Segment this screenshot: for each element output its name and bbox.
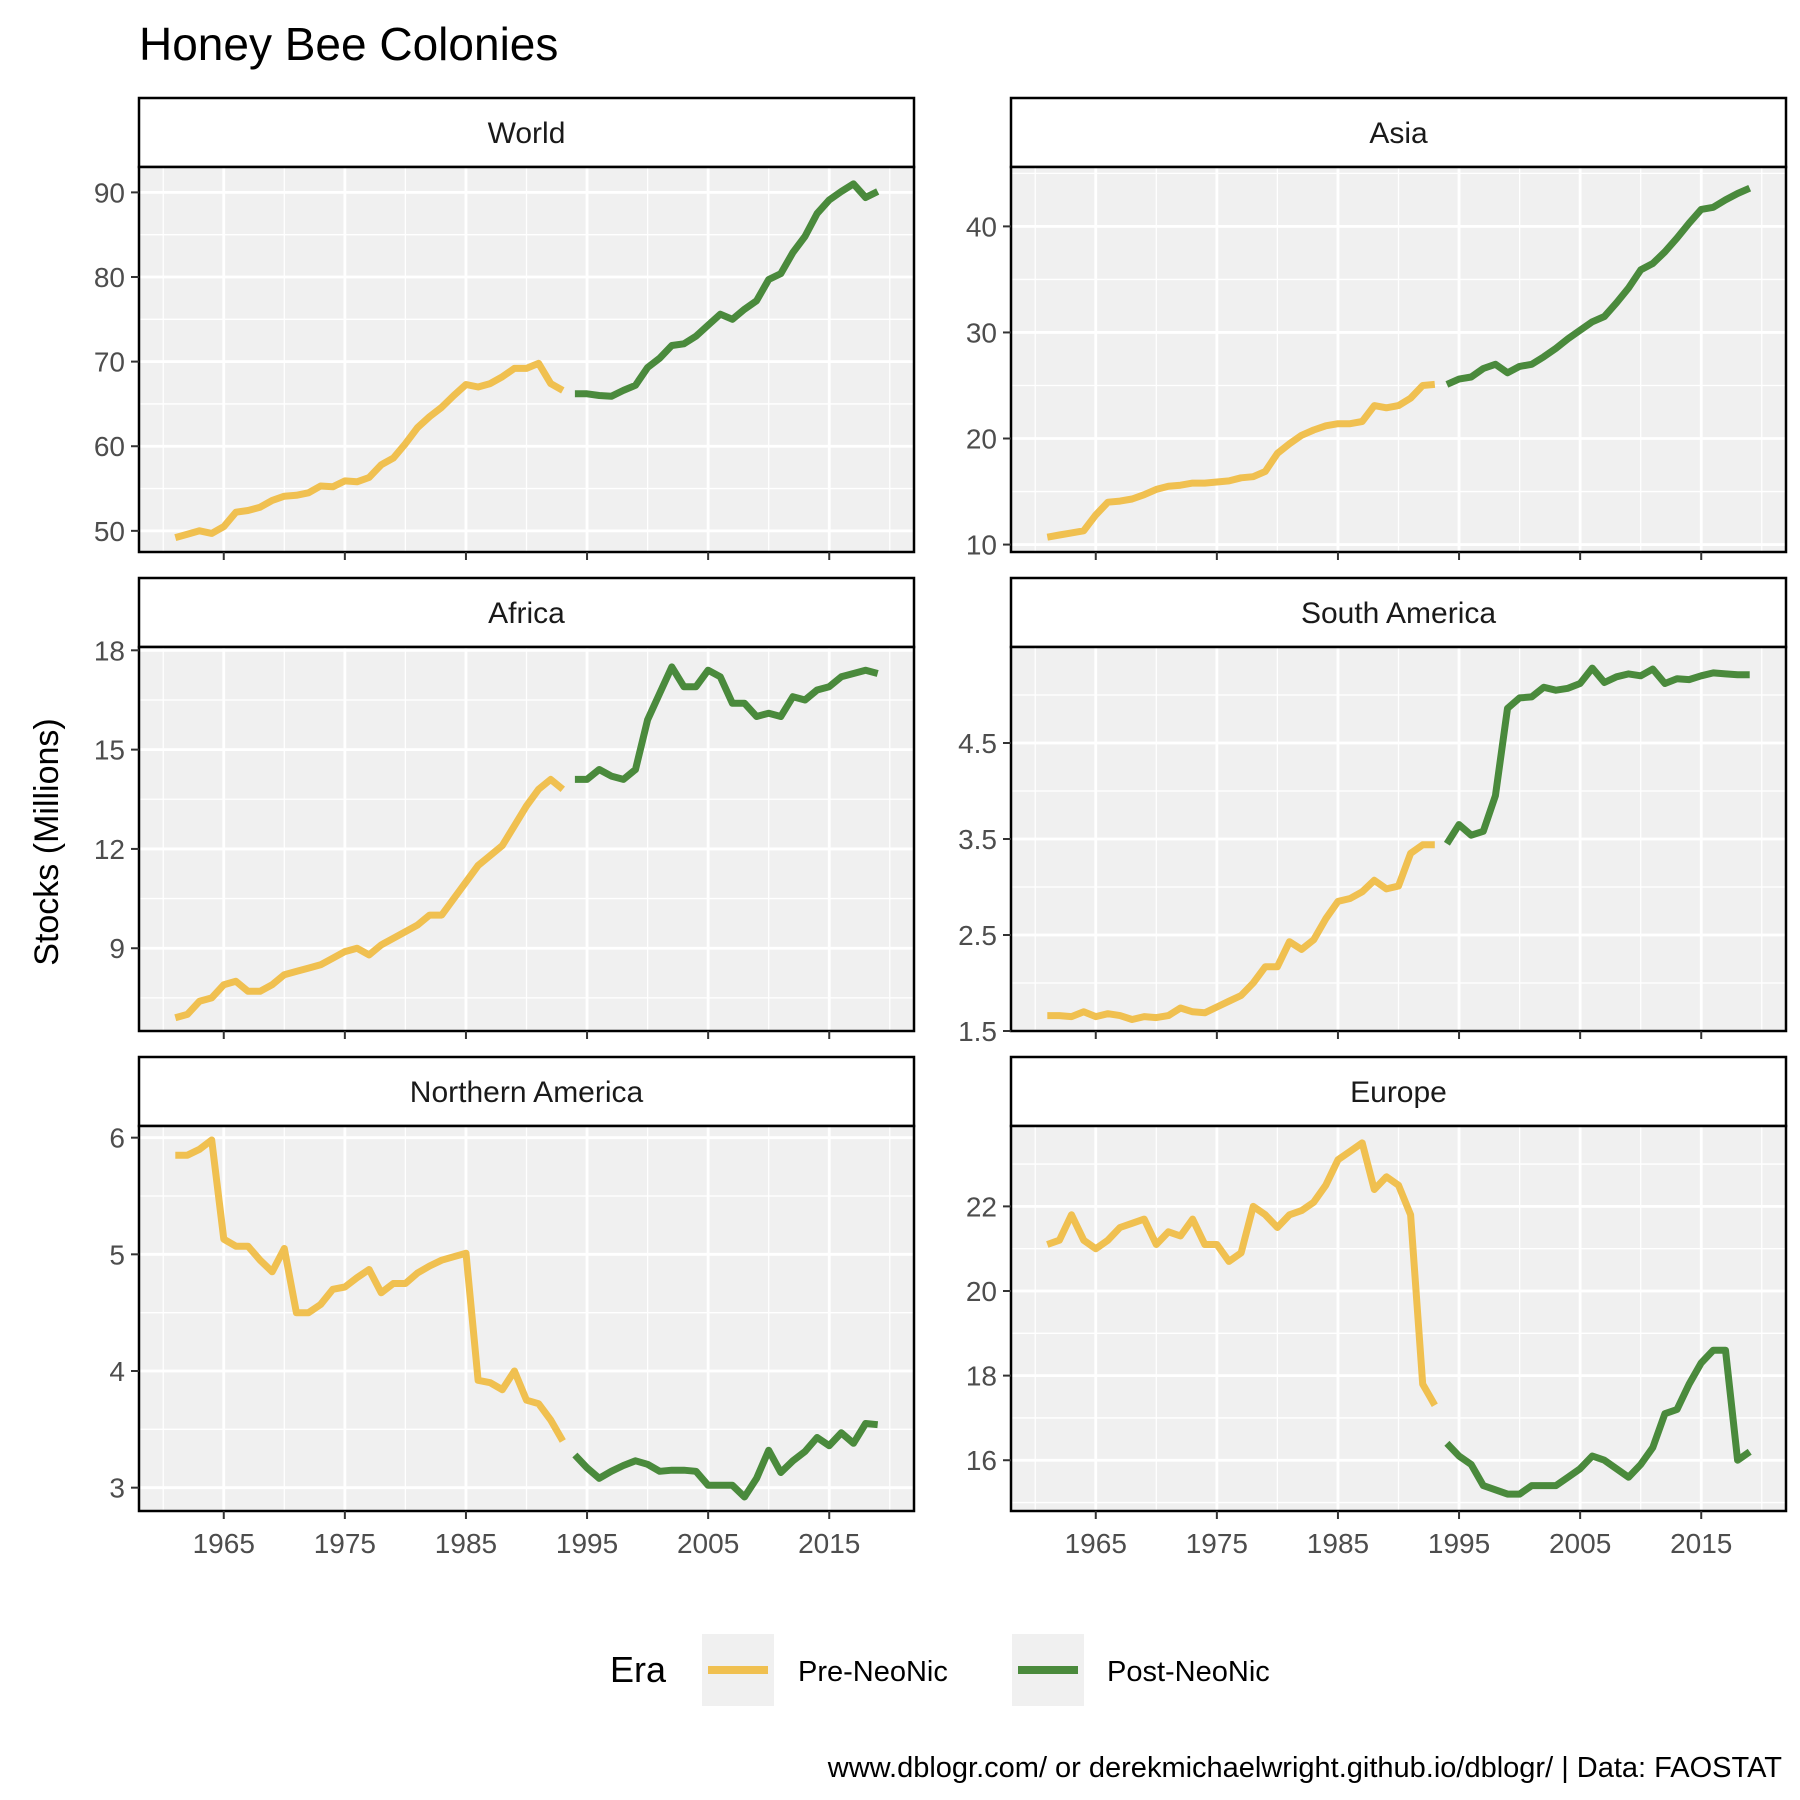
panel-border <box>137 1124 916 1513</box>
strip-northern-america <box>137 1055 916 1128</box>
panel-border <box>137 645 916 1033</box>
x-tick-label: 1975 <box>1186 1528 1248 1559</box>
y-tick-label: 90 <box>94 177 125 208</box>
y-tick-label: 10 <box>966 530 997 561</box>
series-line-pre-south-america <box>1047 841 1435 1023</box>
legend: Era Pre-NeoNic Post-NeoNic <box>610 1634 1270 1706</box>
chart-title: Honey Bee Colonies <box>139 18 558 70</box>
legend-label-post: Post-NeoNic <box>1107 1656 1270 1688</box>
series-line-post-africa <box>574 663 879 783</box>
panel-asia: Asia 10 20 30 40 <box>966 96 1788 561</box>
strip-label-northern-america: Northern America <box>410 1076 644 1109</box>
series-line-pre-africa <box>174 775 566 1022</box>
panel-africa: Africa 9 12 15 18 <box>94 576 916 1039</box>
x-tick-label: 1985 <box>435 1528 497 1559</box>
y-tick-label: 4 <box>109 1356 125 1387</box>
series-line-post-world <box>574 180 880 400</box>
series-line-pre-asia <box>1046 380 1436 541</box>
y-tick-label: 18 <box>966 1361 997 1392</box>
strip-label-africa: Africa <box>488 597 565 630</box>
strip-label-asia: Asia <box>1369 117 1428 150</box>
series-line-post-south-america <box>1443 664 1750 846</box>
y-tick-label: 5 <box>109 1239 125 1270</box>
y-tick-label: 20 <box>966 1276 997 1307</box>
strip-world <box>137 96 916 169</box>
y-tick-label: 60 <box>94 431 125 462</box>
y-tick-label: 3 <box>109 1473 125 1504</box>
caption: www.dblogr.com/ or derekmichaelwright.gi… <box>827 1752 1782 1784</box>
strip-asia <box>1009 96 1788 169</box>
panel-europe: Europe 16 18 20 22 1965 1975 1985 1995 2005 2015 <box>966 1055 1788 1559</box>
y-tick-label: 2.5 <box>958 920 997 951</box>
facet-panels: World 50 60 70 80 90 Asia 10 20 30 40 Africa 9 12 15 18… <box>94 96 1788 1559</box>
y-tick-label: 16 <box>966 1445 997 1476</box>
strip-africa <box>137 576 916 649</box>
panel-border <box>137 165 916 554</box>
x-tick-label: 2005 <box>1549 1528 1611 1559</box>
y-tick-label: 30 <box>966 317 997 348</box>
y-tick-label: 6 <box>109 1123 125 1154</box>
x-tick-label: 1985 <box>1307 1528 1369 1559</box>
panel-world: World 50 60 70 80 90 <box>94 96 916 560</box>
y-tick-label: 22 <box>966 1191 997 1222</box>
y-axis-label: Stocks (Millions) <box>28 718 66 965</box>
x-tick-label: 2015 <box>798 1528 860 1559</box>
x-tick-label: 1975 <box>314 1528 376 1559</box>
series-line-pre-world <box>174 359 565 541</box>
series-line-post-europe <box>1444 1346 1752 1498</box>
y-tick-label: 40 <box>966 211 997 242</box>
y-tick-label: 20 <box>966 424 997 455</box>
x-tick-label: 1965 <box>1065 1528 1127 1559</box>
series-line-pre-europe <box>1046 1139 1438 1407</box>
panel-south-america: South America 1.5 2.5 3.5 4.5 <box>958 576 1788 1047</box>
panel-border <box>1009 1124 1788 1513</box>
panel-border <box>1009 165 1788 554</box>
strip-label-world: World <box>488 117 566 150</box>
y-tick-label: 80 <box>94 262 125 293</box>
panel-northern-america: Northern America 3 4 5 6 1965 1975 1985 1995 2005… <box>109 1055 916 1559</box>
legend-title: Era <box>610 1649 667 1690</box>
y-tick-label: 50 <box>94 516 125 547</box>
y-tick-label: 70 <box>94 347 125 378</box>
series-line-pre-northern-america <box>175 1136 566 1443</box>
y-tick-label: 15 <box>94 735 125 766</box>
x-tick-label: 2005 <box>677 1528 739 1559</box>
y-tick-label: 12 <box>94 834 125 865</box>
legend-label-pre: Pre-NeoNic <box>798 1656 948 1688</box>
x-tick-label: 2015 <box>1670 1528 1732 1559</box>
series-line-post-asia <box>1445 184 1752 388</box>
strip-south-america <box>1009 576 1788 649</box>
strip-label-south-america: South America <box>1301 597 1496 630</box>
x-tick-label: 1995 <box>556 1528 618 1559</box>
series-line-post-northern-america <box>572 1420 879 1501</box>
y-tick-label: 18 <box>94 635 125 666</box>
x-tick-label: 1995 <box>1428 1528 1490 1559</box>
y-tick-label: 3.5 <box>958 824 997 855</box>
y-tick-label: 9 <box>109 933 125 964</box>
y-tick-label: 1.5 <box>958 1016 997 1047</box>
x-tick-label: 1965 <box>193 1528 255 1559</box>
strip-label-europe: Europe <box>1350 1076 1447 1109</box>
y-tick-label: 4.5 <box>958 728 997 759</box>
